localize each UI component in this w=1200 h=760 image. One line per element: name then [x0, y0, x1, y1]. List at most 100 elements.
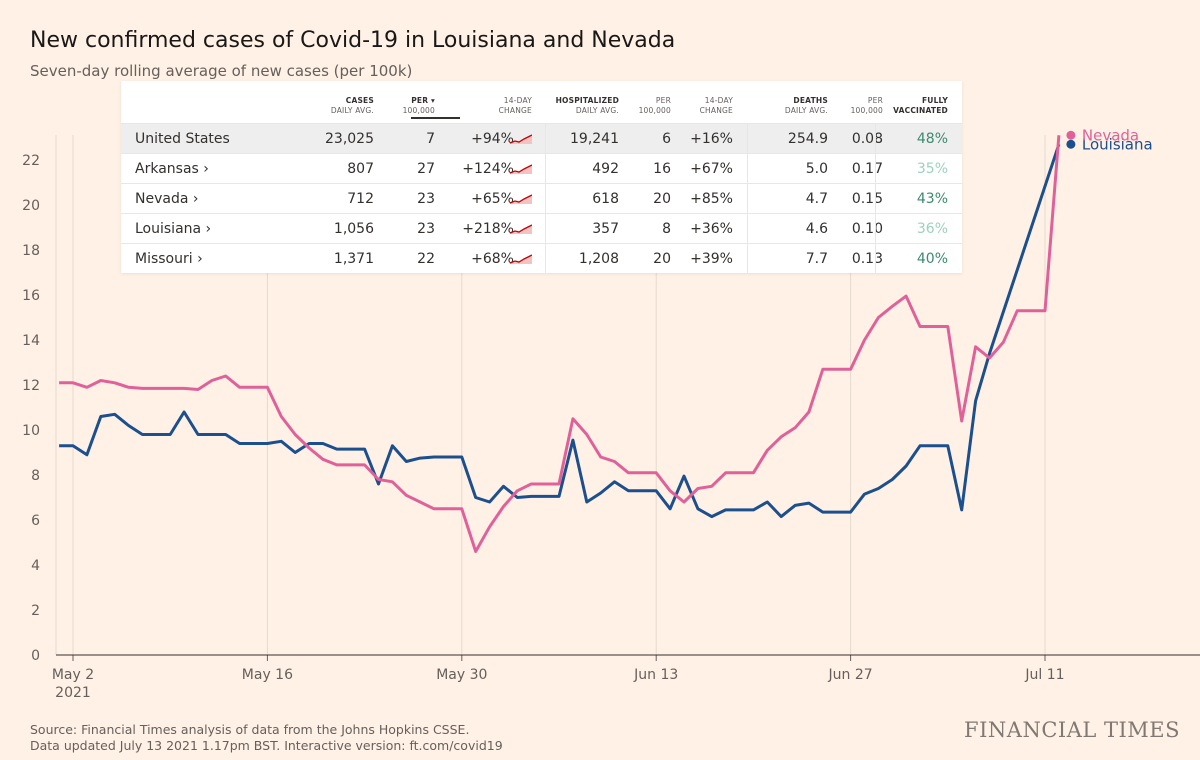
row-name: United States	[135, 131, 230, 147]
col-hper[interactable]: PER 100,000	[639, 96, 671, 116]
y-tick-label: 18	[22, 243, 40, 259]
col-per-label: PER ▾	[411, 96, 435, 105]
cell-cases: 807	[347, 161, 374, 177]
cell-vax: 43%	[916, 191, 948, 207]
x-tick-label: May 30	[436, 667, 487, 683]
col-change-label: 14-DAY	[503, 96, 532, 105]
cell-hper: 20	[653, 251, 671, 267]
col-deaths[interactable]: DEATHS DAILY AVG.	[785, 96, 828, 116]
series-end-dot-louisiana	[1066, 139, 1076, 149]
col-hchange-sub: CHANGE	[699, 106, 733, 115]
cell-change: +218%	[462, 221, 514, 237]
cell-vax: 48%	[916, 131, 948, 147]
cell-cases: 712	[347, 191, 374, 207]
cell-hchange: +85%	[690, 191, 733, 207]
cell-hchange: +67%	[690, 161, 733, 177]
cell-deaths: 4.7	[805, 191, 828, 207]
col-deaths-sub: DAILY AVG.	[784, 106, 828, 115]
y-tick-label: 6	[31, 513, 40, 529]
y-tick-label: 4	[31, 558, 40, 574]
row-name[interactable]: Louisiana ›	[135, 221, 212, 237]
cell-dper: 0.10	[851, 221, 883, 237]
row-name[interactable]: Arkansas ›	[135, 161, 209, 177]
brand-logo: FINANCIAL TIMES	[964, 718, 1180, 742]
col-hosp[interactable]: HOSPITALIZED DAILY AVG.	[556, 96, 619, 116]
sparkline-icon	[510, 164, 532, 174]
cell-hosp: 618	[592, 191, 619, 207]
row-name[interactable]: Nevada ›	[135, 191, 199, 207]
series-label-nevada: Nevada	[1082, 126, 1139, 144]
summary-table: CASES DAILY AVG. PER ▾ 100,000 14-DAY CHANG…	[121, 81, 962, 273]
sparkline-icon	[510, 224, 532, 234]
row-name[interactable]: Missouri ›	[135, 251, 203, 267]
cell-change: +65%	[471, 191, 514, 207]
col-cases-sub: DAILY AVG.	[330, 106, 374, 115]
table-row[interactable]: Nevada › 712 23 +65% 618 20 +85% 4.7 0.15 43%	[121, 183, 962, 214]
cell-dper: 0.08	[851, 131, 883, 147]
cell-cases: 1,371	[333, 251, 374, 267]
table-header: CASES DAILY AVG. PER ▾ 100,000 14-DAY CHANG…	[121, 81, 962, 123]
cell-dper: 0.15	[851, 191, 883, 207]
cell-per: 22	[417, 251, 435, 267]
cell-vax: 40%	[916, 251, 948, 267]
col-deaths-label: DEATHS	[793, 96, 828, 105]
chart-subtitle: Seven-day rolling average of new cases (…	[30, 62, 413, 80]
sparkline-icon	[510, 134, 532, 144]
sort-indicator	[411, 117, 460, 119]
col-per-sub: 100,000	[402, 106, 435, 115]
cell-change: +124%	[462, 161, 514, 177]
table-row[interactable]: Arkansas › 807 27 +124% 492 16 +67% 5.0 0.17 35%	[121, 153, 962, 184]
y-tick-label: 14	[22, 333, 40, 349]
table-row[interactable]: Louisiana › 1,056 23 +218% 357 8 +36% 4.6 0.10 36…	[121, 213, 962, 244]
cell-vax: 35%	[916, 161, 948, 177]
col-change[interactable]: 14-DAY CHANGE	[499, 96, 532, 116]
col-cases-label: CASES	[345, 96, 374, 105]
cell-hper: 16	[653, 161, 671, 177]
cell-hper: 6	[662, 131, 671, 147]
col-cases[interactable]: CASES DAILY AVG.	[331, 96, 374, 116]
col-dper-label: PER	[867, 96, 883, 105]
source-line: Source: Financial Times analysis of data…	[30, 722, 470, 737]
cell-vax: 36%	[916, 221, 948, 237]
table-row[interactable]: Missouri › 1,371 22 +68% 1,208 20 +39% 7.7 0.13 4…	[121, 243, 962, 274]
cell-per: 27	[417, 161, 435, 177]
cell-hchange: +39%	[690, 251, 733, 267]
cell-dper: 0.17	[851, 161, 883, 177]
cell-dper: 0.13	[851, 251, 883, 267]
table-row[interactable]: United States 23,025 7 +94% 19,241 6 +16% 254.9…	[121, 123, 962, 154]
y-tick-label: 20	[22, 198, 40, 214]
x-tick-label: May 2	[52, 667, 94, 683]
cell-hosp: 492	[592, 161, 619, 177]
col-hchange-label: 14-DAY	[704, 96, 733, 105]
sparkline-icon	[510, 254, 532, 264]
cell-change: +68%	[471, 251, 514, 267]
divider	[545, 123, 546, 273]
y-tick-label: 0	[31, 648, 40, 664]
col-hchange[interactable]: 14-DAY CHANGE	[700, 96, 733, 116]
x-tick-label: Jun 13	[633, 667, 678, 683]
col-hosp-sub: DAILY AVG.	[575, 106, 619, 115]
x-tick-label: May 16	[242, 667, 293, 683]
source-line: Data updated July 13 2021 1.17pm BST. In…	[30, 738, 503, 753]
cell-hosp: 357	[592, 221, 619, 237]
sparkline-icon	[510, 194, 532, 204]
divider	[875, 123, 876, 273]
x-tick-label: Jul 11	[1024, 667, 1064, 683]
cell-hosp: 1,208	[578, 251, 619, 267]
cell-hper: 20	[653, 191, 671, 207]
cell-deaths: 4.6	[805, 221, 828, 237]
col-per[interactable]: PER ▾ 100,000	[403, 96, 435, 116]
y-tick-label: 2	[31, 603, 40, 619]
col-change-sub: CHANGE	[498, 106, 532, 115]
col-vax[interactable]: FULLY VACCINATED	[893, 96, 948, 116]
cell-hchange: +36%	[690, 221, 733, 237]
col-dper[interactable]: PER 100,000	[851, 96, 883, 116]
col-dper-sub: 100,000	[850, 106, 883, 115]
cell-cases: 1,056	[333, 221, 374, 237]
divider	[747, 123, 748, 273]
cell-deaths: 7.7	[805, 251, 828, 267]
cell-hper: 8	[662, 221, 671, 237]
cell-per: 7	[426, 131, 435, 147]
x-tick-sublabel: 2021	[55, 685, 91, 701]
series-end-dot-nevada	[1066, 130, 1076, 140]
